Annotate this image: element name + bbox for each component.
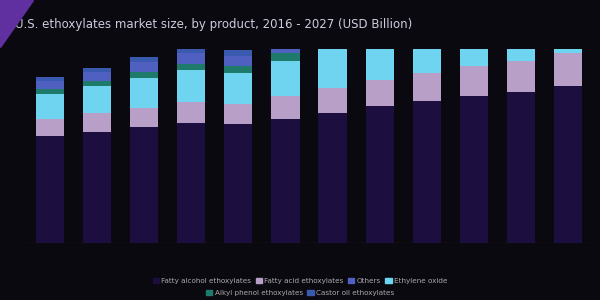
Bar (365, 80, 394, 106)
Bar (507, 0, 535, 10)
Bar (36, 118, 64, 136)
Bar (224, 124, 253, 243)
Bar (271, 41, 299, 53)
Bar (413, 29, 441, 73)
Bar (271, 53, 299, 61)
Bar (36, 94, 64, 118)
Bar (460, 66, 488, 96)
Bar (413, 101, 441, 243)
Bar (224, 66, 253, 73)
Bar (130, 127, 158, 243)
Bar (319, 21, 347, 28)
Legend: Fatty alcohol ethoxylates, Fatty acid ethoxylates, Others, Ethylene oxide: Fatty alcohol ethoxylates, Fatty acid et… (152, 278, 448, 284)
Bar (36, 89, 64, 94)
Bar (83, 72, 111, 81)
Bar (365, 106, 394, 243)
Bar (271, 118, 299, 243)
Bar (224, 73, 253, 104)
Bar (507, 92, 535, 243)
Legend: Alkyl phenol ethoxylates, Castor oil ethoxylates: Alkyl phenol ethoxylates, Castor oil eth… (206, 290, 394, 296)
Bar (36, 136, 64, 243)
Bar (83, 81, 111, 86)
Bar (413, 73, 441, 101)
Bar (130, 62, 158, 72)
Bar (460, 8, 488, 18)
Bar (130, 57, 158, 62)
Bar (365, 29, 394, 38)
Bar (554, 86, 582, 243)
Bar (224, 104, 253, 124)
Bar (554, 53, 582, 86)
Bar (319, 41, 347, 49)
Bar (365, 38, 394, 80)
Bar (554, 0, 582, 53)
Bar (413, 3, 441, 20)
Bar (83, 113, 111, 132)
Bar (460, 0, 488, 8)
Bar (507, 61, 535, 92)
Bar (365, 14, 394, 29)
Bar (177, 70, 205, 102)
Bar (83, 86, 111, 113)
Bar (224, 56, 253, 66)
Bar (177, 48, 205, 53)
Bar (83, 68, 111, 72)
Bar (319, 113, 347, 243)
Bar (271, 61, 299, 96)
Bar (177, 53, 205, 64)
Bar (177, 102, 205, 122)
Bar (83, 132, 111, 243)
Bar (130, 72, 158, 78)
Bar (319, 49, 347, 88)
Bar (507, 10, 535, 61)
Bar (319, 28, 347, 41)
Bar (177, 64, 205, 70)
Bar (130, 78, 158, 108)
Bar (130, 108, 158, 127)
Bar (271, 34, 299, 41)
Bar (36, 77, 64, 81)
Bar (365, 6, 394, 14)
Text: U.S. ethoxylates market size, by product, 2016 - 2027 (USD Billion): U.S. ethoxylates market size, by product… (15, 18, 412, 31)
Bar (413, 0, 441, 3)
Bar (319, 88, 347, 113)
Bar (413, 20, 441, 29)
Bar (177, 122, 205, 243)
Bar (271, 96, 299, 118)
Bar (36, 81, 64, 89)
Bar (460, 96, 488, 243)
Bar (224, 50, 253, 56)
Bar (460, 18, 488, 66)
Polygon shape (0, 0, 33, 46)
